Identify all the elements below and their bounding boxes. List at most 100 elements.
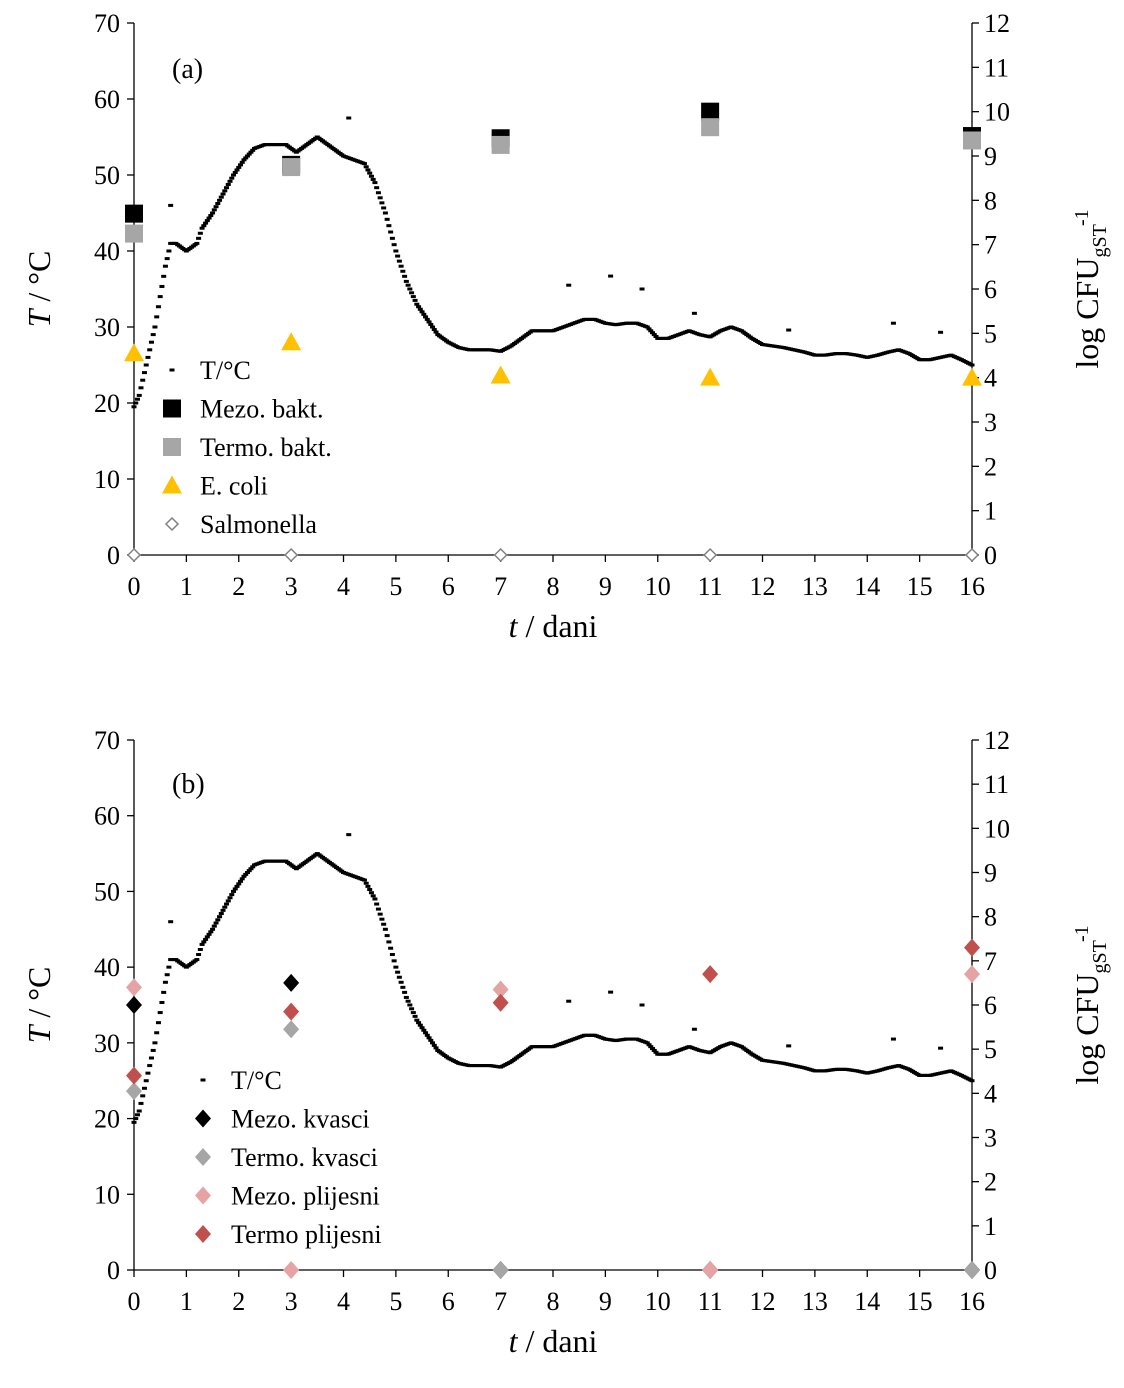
temperature-point [243, 872, 249, 876]
y2-tick-label: 10 [984, 98, 1010, 127]
temperature-point [157, 1011, 163, 1015]
temperature-point [196, 236, 202, 240]
temperature-point [204, 219, 210, 223]
x-tick-label: 13 [802, 572, 828, 601]
temperature-point [150, 1048, 156, 1052]
temperature-point [229, 893, 235, 897]
legend-marker [163, 438, 181, 456]
data-point [701, 118, 720, 137]
temperature-point [421, 1028, 427, 1032]
y2-tick-label: 4 [984, 1079, 997, 1108]
temperature-point [426, 1036, 432, 1040]
temperature-point [203, 937, 209, 941]
x-tick-label: 10 [645, 1287, 671, 1316]
temperature-point [938, 1046, 944, 1050]
data-point [964, 1261, 980, 1279]
series-mezo-plijesni [126, 965, 980, 1279]
temperature-point [648, 1045, 654, 1049]
x-tick-label: 10 [645, 572, 671, 601]
data-point [964, 938, 980, 957]
temperature-point [402, 990, 408, 994]
temperature-point [386, 940, 392, 944]
temperature-point [423, 315, 429, 319]
temperature-point [426, 320, 432, 324]
temperature-point [372, 897, 378, 901]
temperature-point [391, 243, 397, 247]
series-termo-bakt [125, 118, 981, 243]
legend-marker [163, 399, 181, 418]
temperature-point [400, 269, 406, 273]
y2-tick-label: 7 [984, 231, 997, 260]
temperature-point [239, 877, 245, 881]
y2-tick-label: 8 [984, 903, 997, 932]
data-point [126, 1066, 142, 1085]
temperature-point [890, 321, 896, 325]
legend-marker [195, 1109, 211, 1128]
temperature-point [148, 340, 154, 344]
temperature-point [143, 363, 149, 367]
x-axis-label-var: t [509, 608, 519, 644]
temperature-point [161, 990, 167, 994]
y-tick-label: 60 [94, 802, 120, 831]
y2-tick-label: 12 [984, 9, 1010, 38]
temperature-point [379, 917, 385, 921]
temperature-point [222, 189, 228, 193]
y2-axis-label-sup: -1 [1071, 925, 1093, 942]
x-tick-label: 14 [854, 1287, 880, 1316]
y-tick-label: 20 [94, 389, 120, 418]
data-point [492, 1261, 509, 1279]
temperature-point [159, 284, 165, 288]
legend-marker [195, 1186, 211, 1205]
y2-tick-label: 11 [984, 53, 1009, 82]
temperature-point [400, 985, 406, 989]
data-point [964, 547, 980, 563]
temperature-point [140, 1094, 146, 1098]
temperature-point [423, 1031, 429, 1035]
legend-label: Termo plijesni [231, 1220, 382, 1249]
data-point [284, 547, 299, 563]
y-tick-label: 0 [107, 541, 120, 570]
temperature-point [236, 882, 242, 886]
temperature-point [232, 887, 238, 891]
legend: T/°C Mezo. kvasci Termo. kvasci Mezo. plije… [195, 1066, 382, 1249]
temperature-point [224, 186, 230, 190]
temperature-point [201, 940, 207, 944]
y-tick-label: 60 [94, 85, 120, 114]
temperature-series [131, 833, 975, 1124]
temperature-point [150, 333, 156, 337]
y2-axis-label: log CFUgST-1 [1069, 209, 1111, 368]
y-axis-label-unit: / °C [21, 967, 57, 1026]
y2-axis-label-main: log CFU [1069, 974, 1105, 1085]
temperature-point [388, 946, 394, 950]
temperature-point [395, 970, 401, 974]
temperature-point [431, 328, 437, 332]
temperature-point [430, 1041, 436, 1045]
temperature-point [938, 330, 944, 334]
temperature-point [208, 214, 214, 218]
x-tick-label: 9 [599, 1287, 612, 1316]
temperature-point [229, 176, 235, 180]
temperature-point [248, 867, 254, 871]
temperature-point [241, 158, 247, 162]
temperature-point [389, 953, 395, 957]
temperature-point [220, 908, 226, 912]
data-point [492, 980, 509, 999]
temperature-point [231, 889, 237, 893]
y2-tick-label: 9 [984, 142, 997, 171]
temperature-point [416, 305, 422, 309]
legend-label: Termo. bakt. [200, 433, 332, 462]
temperature-point [363, 165, 369, 169]
temperature-point [145, 355, 151, 359]
series-termo-plijesni [126, 938, 980, 1085]
temperature-point [639, 1003, 645, 1007]
temperature-point [138, 1101, 144, 1105]
y2-tick-label: 2 [984, 452, 997, 481]
data-point [126, 978, 142, 997]
data-point [126, 1082, 142, 1101]
legend-marker [195, 1225, 211, 1243]
x-tick-label: 11 [698, 1287, 723, 1316]
x-tick-label: 14 [854, 572, 880, 601]
temperature-point [197, 231, 203, 235]
legend: T/°C Mezo. bakt. Termo. bakt. E. coli Salmon… [162, 356, 332, 539]
temperature-point [154, 1031, 160, 1035]
